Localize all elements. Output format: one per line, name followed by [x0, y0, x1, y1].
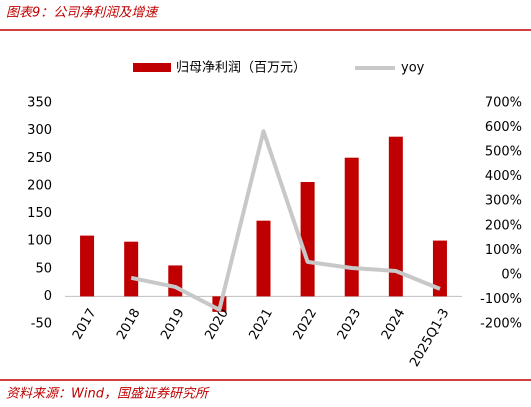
- y2-tick-label: 0%: [501, 267, 522, 282]
- x-tick-label: 2022: [291, 306, 321, 342]
- x-tick-label: 2020: [202, 306, 232, 342]
- y-tick-label: 150: [27, 206, 52, 221]
- y2-tick-label: 500%: [485, 145, 522, 160]
- x-tick-label: 2017: [70, 306, 100, 342]
- legend-swatch: [133, 63, 171, 72]
- y-tick-label: 300: [27, 123, 52, 138]
- bar: [168, 265, 183, 297]
- bar: [300, 182, 315, 297]
- y-tick-label: 250: [27, 151, 52, 166]
- y2-tick-label: 100%: [485, 243, 522, 258]
- y2-tick-label: 700%: [485, 96, 522, 111]
- y-tick-label: 100: [27, 234, 52, 249]
- y-tick-label: 50: [35, 261, 52, 276]
- y-tick-label: 200: [27, 178, 52, 193]
- bar: [124, 241, 139, 297]
- legend-label: 归母净利润（百万元）: [176, 61, 306, 76]
- y2-tick-label: 600%: [485, 120, 522, 135]
- x-tick-label: 2019: [158, 306, 188, 342]
- line: [130, 129, 441, 312]
- source-note: 资料来源：Wind，国盛证券研究所: [6, 386, 210, 402]
- figure-title: 图表9：公司净利润及增速: [6, 6, 159, 21]
- bar: [256, 220, 271, 297]
- bar: [344, 157, 359, 297]
- x-tick-label: 2018: [114, 306, 144, 342]
- x-tick-label: 2024: [379, 306, 409, 342]
- bar: [432, 240, 447, 297]
- y2-tick-label: -200%: [480, 317, 522, 332]
- y2-tick-label: 400%: [485, 169, 522, 184]
- bar: [80, 235, 95, 297]
- bar: [388, 136, 403, 297]
- x-tick-label: 2023: [335, 306, 365, 342]
- y-tick-label: 0: [44, 289, 52, 304]
- y2-tick-label: -100%: [480, 292, 522, 307]
- y-tick-label: -50: [31, 317, 52, 332]
- y-tick-label: 350: [27, 96, 52, 111]
- legend-label: yoy: [401, 61, 425, 76]
- y2-tick-label: 200%: [485, 218, 522, 233]
- x-tick-label: 2025Q1-3: [407, 306, 452, 369]
- x-tick-label: 2021: [246, 306, 276, 342]
- y2-tick-label: 300%: [485, 194, 522, 209]
